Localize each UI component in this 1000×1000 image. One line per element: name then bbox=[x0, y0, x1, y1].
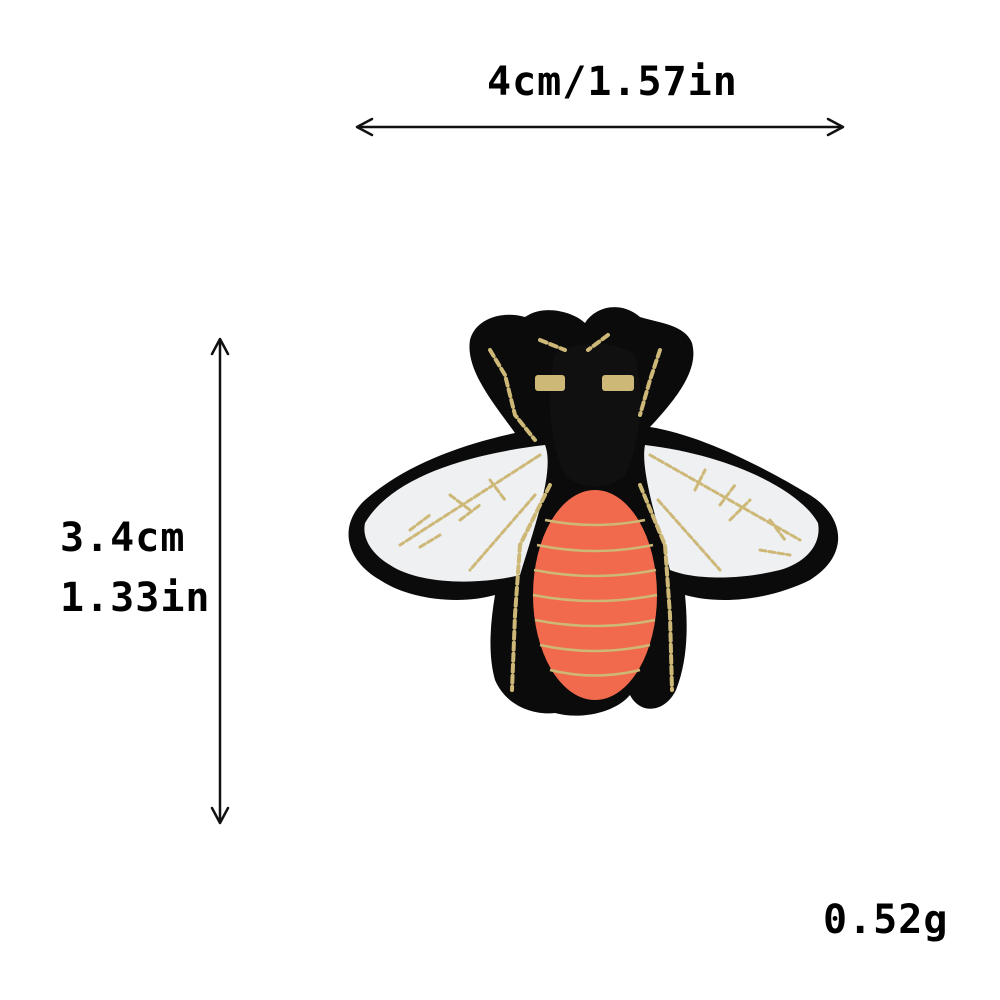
height-cm-label: 3.4cm bbox=[60, 515, 186, 561]
abdomen-stripes bbox=[532, 518, 658, 677]
bee-thorax bbox=[549, 343, 641, 487]
weight-label: 0.52g bbox=[823, 897, 949, 943]
bee-antennae bbox=[538, 333, 610, 352]
width-dimension-label: 4cm/1.57in bbox=[487, 59, 738, 105]
right-wing bbox=[644, 445, 819, 578]
width-arrow bbox=[355, 117, 845, 137]
bee-legs bbox=[488, 348, 674, 692]
wing-veins bbox=[398, 453, 802, 572]
bee-eyes bbox=[535, 375, 634, 391]
bee-abdomen bbox=[533, 490, 657, 700]
bee-patch-image bbox=[348, 307, 839, 716]
height-arrow bbox=[210, 337, 230, 825]
height-in-label: 1.33in bbox=[60, 575, 211, 621]
